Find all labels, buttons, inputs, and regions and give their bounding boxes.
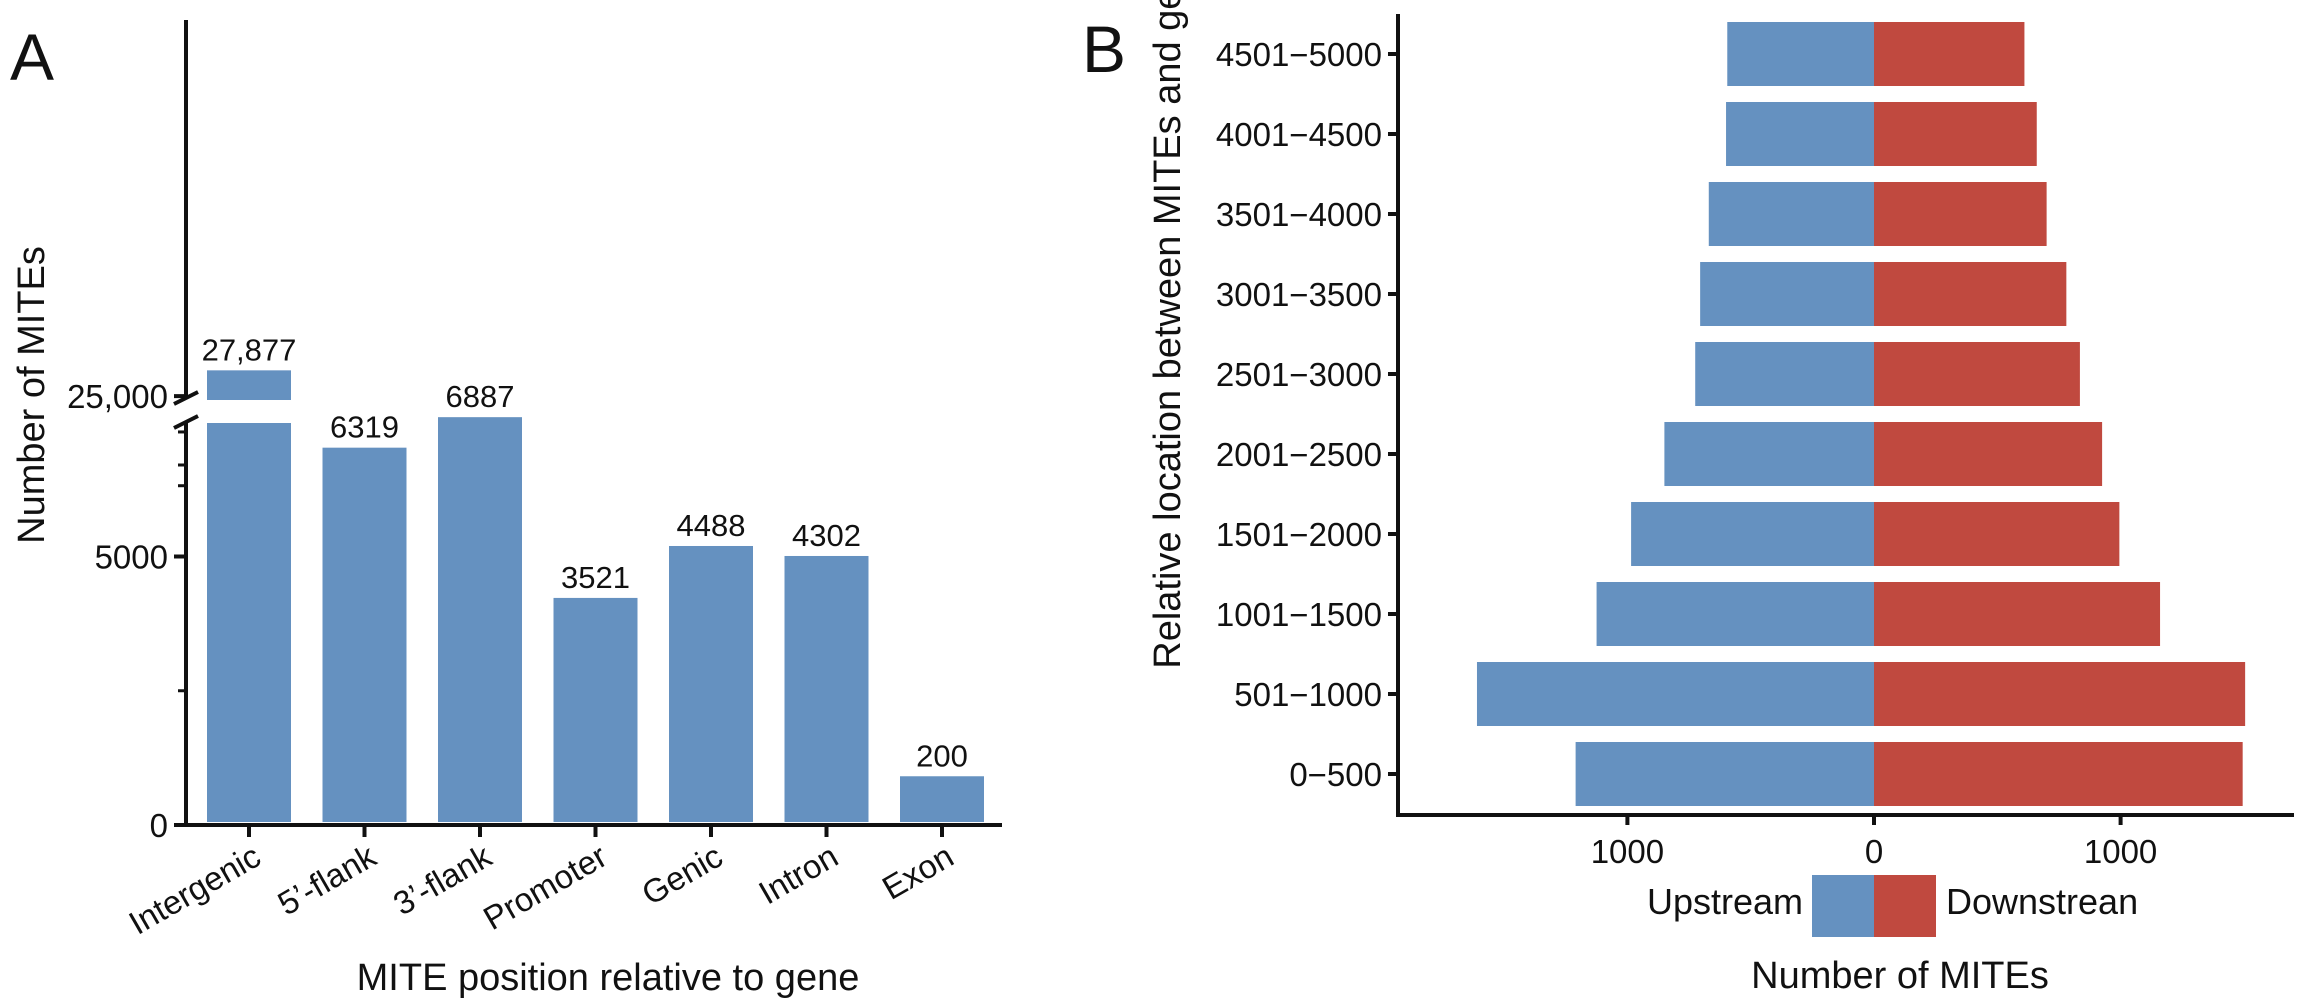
panel-a-letter: A — [10, 20, 54, 94]
panel-b-y-tick-label: 4501−5000 — [1216, 36, 1382, 73]
panel-b-bar-upstream-3 — [1631, 502, 1874, 566]
panel-b-y-tick-label: 1001−1500 — [1216, 596, 1382, 633]
panel-b-letter: B — [1082, 12, 1126, 86]
panel-b-bar-downstrean-5 — [1874, 342, 2080, 406]
panel-b-y-axis-title: Relative location between MITEs and gene… — [1147, 0, 1189, 669]
panel-a-y-tick-label: 0 — [150, 807, 168, 844]
panel-a-data-label: 4488 — [677, 508, 746, 543]
panel-b-x-axis-title: Number of MITEs — [1751, 955, 2049, 997]
legend-upstream-label: Upstream — [1647, 881, 1803, 922]
panel-b-y-tick-label: 1501−2000 — [1216, 516, 1382, 553]
panel-b-bar-upstream-5 — [1695, 342, 1874, 406]
panel-b-x-tick-label: 0 — [1865, 833, 1883, 870]
panel-b-bar-upstream-4 — [1664, 422, 1874, 486]
panel-a-x-axis-title: MITE position relative to gene — [357, 957, 860, 999]
panel-b-x-tick-label: 1000 — [2084, 833, 2157, 870]
panel-b-bar-downstrean-3 — [1874, 502, 2120, 566]
panel-a-bar-3 — [553, 597, 638, 822]
panel-b-y-tick-label: 501−1000 — [1234, 676, 1382, 713]
panel-a-bar-1 — [322, 447, 407, 822]
panel-b-bar-downstrean-6 — [1874, 262, 2067, 326]
panel-a-bar-4 — [669, 545, 753, 822]
panel-a-axis-break-mark — [173, 414, 199, 430]
panel-a-y-axis-title: Number of MITEs — [11, 246, 53, 544]
panel-b-y-tick-label: 4001−4500 — [1216, 116, 1382, 153]
panel-b-bar-downstrean-0 — [1874, 742, 2243, 806]
panel-a-x-tick-label: 5’-flank — [271, 837, 382, 922]
panel-b-bar-upstream-1 — [1476, 662, 1874, 726]
panel-b-y-tick-label: 3001−3500 — [1216, 276, 1382, 313]
panel-b-bar-downstrean-7 — [1874, 182, 2047, 246]
legend-downstrean-label: Downstrean — [1946, 881, 2138, 922]
panel-b-x-tick-label: 1000 — [1591, 833, 1664, 870]
panel-b-bar-upstream-6 — [1700, 262, 1874, 326]
panel-a: A Number of MITEs MITE position relative… — [10, 20, 1002, 999]
panel-b-bar-upstream-0 — [1575, 742, 1874, 806]
panel-b: B Relative location between MITEs and ge… — [1082, 0, 2294, 997]
panel-a-data-label: 6887 — [446, 379, 515, 414]
panel-a-x-tick-label: Intergenic — [122, 837, 266, 942]
panel-a-x-tick-label: Exon — [876, 837, 960, 907]
panel-a-x-tick-label: Genic — [635, 837, 728, 912]
legend-downstrean-swatch — [1874, 875, 1936, 937]
panel-a-bar-5 — [784, 555, 869, 822]
panel-a-x-tick-label: Intron — [752, 837, 844, 911]
panel-b-y-tick-label: 2501−3000 — [1216, 356, 1382, 393]
panel-a-bar-0 — [207, 370, 291, 400]
legend-upstream-swatch — [1812, 875, 1874, 937]
panel-b-bar-downstrean-2 — [1874, 582, 2161, 646]
panel-b-bar-upstream-7 — [1708, 182, 1874, 246]
panel-b-bar-downstrean-4 — [1874, 422, 2103, 486]
panel-b-y-tick-label: 2001−2500 — [1216, 436, 1382, 473]
panel-a-bar-0 — [207, 423, 291, 822]
panel-a-data-label: 4302 — [792, 518, 861, 553]
panel-a-data-label: 6319 — [330, 410, 399, 445]
panel-a-y-tick-label: 5000 — [95, 539, 168, 576]
panel-b-bar-upstream-8 — [1726, 102, 1874, 166]
panel-a-data-label: 3521 — [561, 560, 630, 595]
panel-a-data-label: 27,877 — [202, 332, 297, 367]
panel-b-bar-downstrean-8 — [1874, 102, 2037, 166]
panel-a-bar-6 — [900, 776, 984, 822]
panel-b-legend: Upstream Downstrean — [1647, 875, 2138, 937]
panel-a-y-tick-label: 25,000 — [67, 378, 168, 415]
panel-a-bar-2 — [438, 417, 522, 822]
panel-b-bar-upstream-2 — [1596, 582, 1874, 646]
panel-a-x-tick-label: Promoter — [477, 837, 613, 937]
panel-b-y-tick-label: 3501−4000 — [1216, 196, 1382, 233]
panel-a-data-label: 200 — [916, 738, 968, 773]
panel-b-bar-downstrean-1 — [1874, 662, 2246, 726]
panel-b-bar-upstream-9 — [1727, 22, 1874, 86]
panel-b-bar-downstrean-9 — [1874, 22, 2025, 86]
panel-b-y-tick-label: 0−500 — [1289, 756, 1382, 793]
